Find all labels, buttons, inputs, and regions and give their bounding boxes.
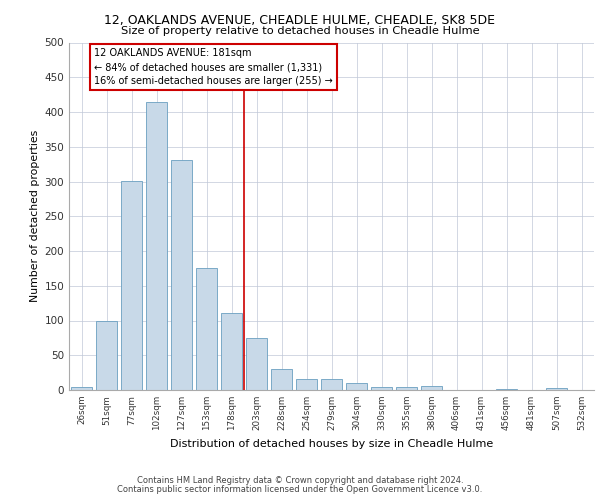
Bar	[396, 387, 417, 390]
Bar	[196, 268, 217, 390]
Bar	[171, 160, 192, 390]
Bar	[121, 181, 142, 390]
Bar	[346, 383, 367, 390]
Bar	[321, 379, 342, 390]
X-axis label: Distribution of detached houses by size in Cheadle Hulme: Distribution of detached houses by size …	[170, 438, 493, 448]
Bar	[421, 386, 442, 390]
Bar	[371, 387, 392, 390]
Bar	[146, 102, 167, 390]
Bar	[246, 338, 267, 390]
Text: 12 OAKLANDS AVENUE: 181sqm
← 84% of detached houses are smaller (1,331)
16% of s: 12 OAKLANDS AVENUE: 181sqm ← 84% of deta…	[94, 48, 333, 86]
Bar	[271, 369, 292, 390]
Y-axis label: Number of detached properties: Number of detached properties	[30, 130, 40, 302]
Bar	[96, 321, 117, 390]
Text: Size of property relative to detached houses in Cheadle Hulme: Size of property relative to detached ho…	[121, 26, 479, 36]
Bar	[296, 379, 317, 390]
Bar	[221, 313, 242, 390]
Text: Contains HM Land Registry data © Crown copyright and database right 2024.: Contains HM Land Registry data © Crown c…	[137, 476, 463, 485]
Bar	[546, 388, 567, 390]
Bar	[71, 387, 92, 390]
Text: 12, OAKLANDS AVENUE, CHEADLE HULME, CHEADLE, SK8 5DE: 12, OAKLANDS AVENUE, CHEADLE HULME, CHEA…	[104, 14, 496, 27]
Text: Contains public sector information licensed under the Open Government Licence v3: Contains public sector information licen…	[118, 485, 482, 494]
